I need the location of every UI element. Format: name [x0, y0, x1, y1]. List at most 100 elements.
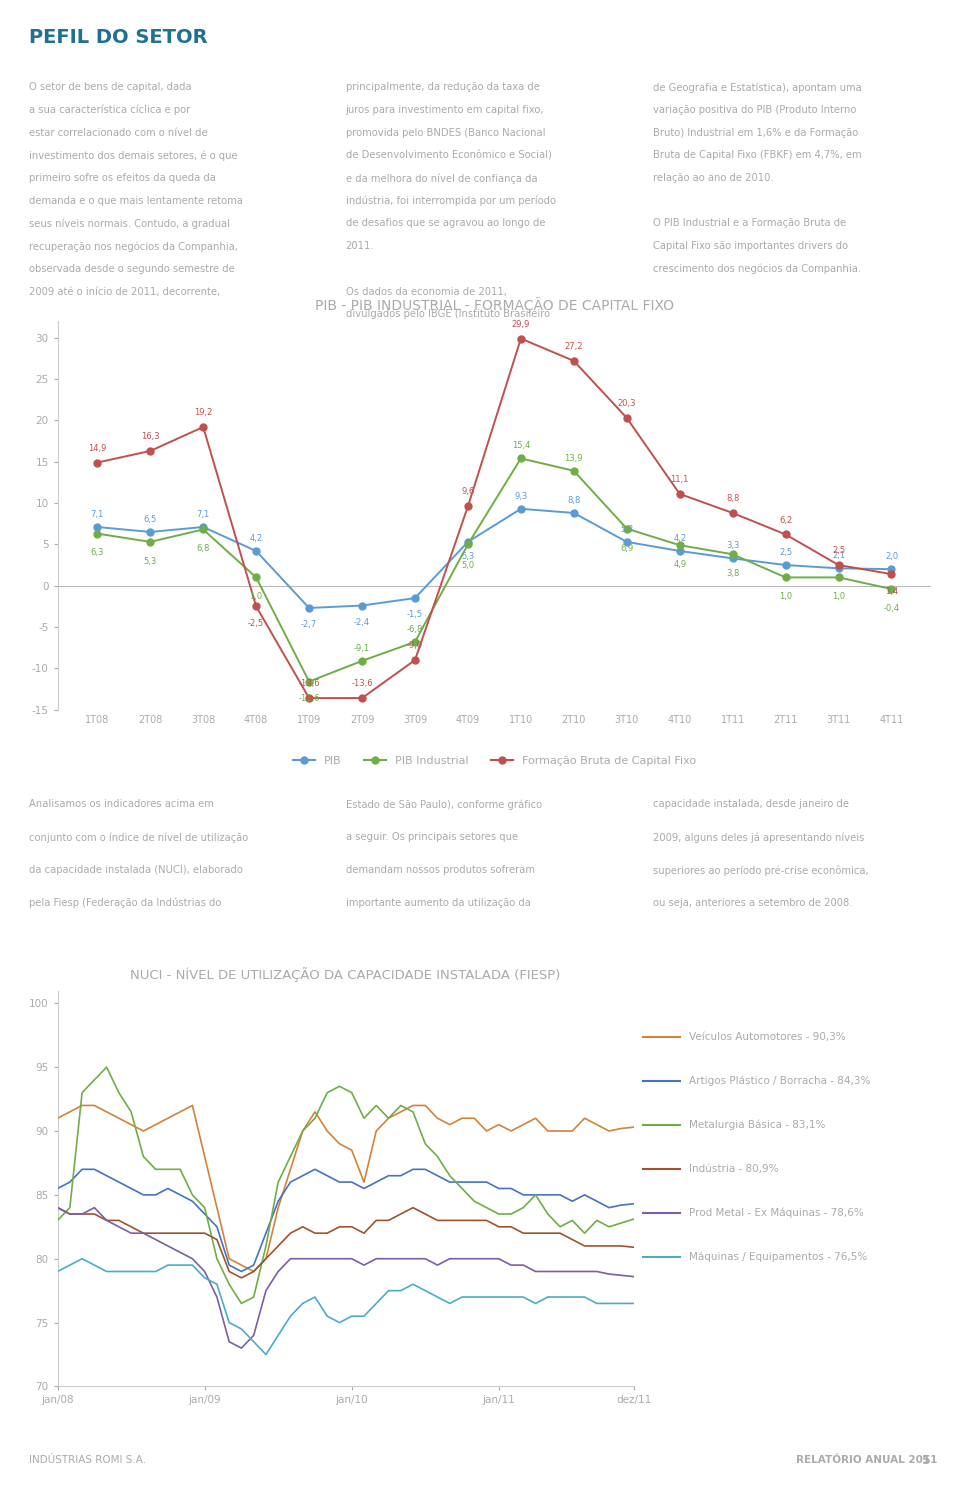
Text: a seguir. Os principais setores que: a seguir. Os principais setores que [346, 832, 517, 843]
Text: de Geografia e Estatística), apontam uma: de Geografia e Estatística), apontam uma [653, 82, 861, 93]
Text: -2,7: -2,7 [301, 620, 317, 629]
Text: 11,1: 11,1 [670, 475, 689, 484]
Text: principalmente, da redução da taxa de: principalmente, da redução da taxa de [346, 82, 540, 93]
Text: 8,8: 8,8 [726, 495, 739, 503]
Text: Indústria - 80,9%: Indústria - 80,9% [689, 1164, 779, 1174]
Text: Prod Metal - Ex Máquinas - 78,6%: Prod Metal - Ex Máquinas - 78,6% [689, 1207, 864, 1219]
Text: Artigos Plástico / Borracha - 84,3%: Artigos Plástico / Borracha - 84,3% [689, 1076, 871, 1086]
Text: de desafios que se agravou ao longo de: de desafios que se agravou ao longo de [346, 218, 545, 229]
Text: 6,5: 6,5 [144, 515, 156, 524]
Text: -9,1: -9,1 [354, 644, 371, 653]
Text: 1,0: 1,0 [250, 592, 263, 601]
Text: conjunto com o índice de nível de utilização: conjunto com o índice de nível de utiliz… [29, 832, 248, 843]
Text: relação ao ano de 2010.: relação ao ano de 2010. [653, 173, 774, 182]
Text: -2,5: -2,5 [248, 619, 264, 627]
Text: divulgados pelo IBGE (Instituto Brasileiro: divulgados pelo IBGE (Instituto Brasilei… [346, 309, 550, 320]
Text: observada desde o segundo semestre de: observada desde o segundo semestre de [29, 264, 234, 273]
Text: 14,9: 14,9 [88, 444, 107, 453]
Text: 2,0: 2,0 [885, 551, 898, 560]
Text: 2011.: 2011. [346, 241, 374, 251]
Text: -11,6: -11,6 [299, 693, 320, 704]
Text: recuperação nos negócios da Companhia,: recuperação nos negócios da Companhia, [29, 241, 238, 251]
Text: Os dados da economia de 2011,: Os dados da economia de 2011, [346, 287, 507, 296]
Text: Bruta de Capital Fixo (FBKF) em 4,7%, em: Bruta de Capital Fixo (FBKF) em 4,7%, em [653, 151, 861, 160]
Text: -9,0: -9,0 [407, 641, 423, 650]
Text: 1,0: 1,0 [779, 592, 792, 601]
Title: PIB - PIB INDUSTRIAL - FORMAÇÃO DE CAPITAL FIXO: PIB - PIB INDUSTRIAL - FORMAÇÃO DE CAPIT… [315, 297, 674, 314]
Text: 2009 até o início de 2011, decorrente,: 2009 até o início de 2011, decorrente, [29, 287, 220, 296]
Text: seus níveis normais. Contudo, a gradual: seus níveis normais. Contudo, a gradual [29, 218, 229, 229]
Text: 15,4: 15,4 [512, 441, 530, 450]
Text: 5: 5 [923, 1454, 931, 1467]
Text: 2,5: 2,5 [779, 548, 792, 557]
Text: estar correlacionado com o nível de: estar correlacionado com o nível de [29, 127, 207, 137]
Text: 7,1: 7,1 [197, 509, 210, 518]
Text: crescimento dos negócios da Companhia.: crescimento dos negócios da Companhia. [653, 264, 861, 275]
Text: 2009, alguns deles já apresentando níveis: 2009, alguns deles já apresentando nívei… [653, 832, 864, 843]
Text: demandam nossos produtos sofreram: demandam nossos produtos sofreram [346, 865, 535, 875]
Text: investimento dos demais setores, é o que: investimento dos demais setores, é o que [29, 151, 237, 161]
Text: INDÚSTRIAS ROMI S.A.: INDÚSTRIAS ROMI S.A. [29, 1455, 146, 1466]
Text: capacidade instalada, desde janeiro de: capacidade instalada, desde janeiro de [653, 799, 849, 810]
Text: indústria, foi interrompida por um período: indústria, foi interrompida por um perío… [346, 196, 556, 206]
Text: demanda e o que mais lentamente retoma: demanda e o que mais lentamente retoma [29, 196, 243, 206]
Text: juros para investimento em capital fixo,: juros para investimento em capital fixo, [346, 105, 544, 115]
Text: promovida pelo BNDES (Banco Nacional: promovida pelo BNDES (Banco Nacional [346, 127, 545, 137]
Text: ou seja, anteriores a setembro de 2008.: ou seja, anteriores a setembro de 2008. [653, 898, 852, 908]
Text: superiores ao período pré-crise econômica,: superiores ao período pré-crise econômic… [653, 865, 869, 875]
Text: 29,9: 29,9 [512, 320, 530, 329]
Text: 1,4: 1,4 [885, 587, 898, 596]
Text: da capacidade instalada (NUCI), elaborado: da capacidade instalada (NUCI), elaborad… [29, 865, 243, 875]
Text: primeiro sofre os efeitos da queda da: primeiro sofre os efeitos da queda da [29, 173, 216, 182]
Text: Máquinas / Equipamentos - 76,5%: Máquinas / Equipamentos - 76,5% [689, 1252, 868, 1262]
Text: 2,5: 2,5 [832, 547, 845, 556]
Text: Estado de São Paulo), conforme gráfico: Estado de São Paulo), conforme gráfico [346, 799, 541, 810]
Text: -0,4: -0,4 [883, 604, 900, 613]
Title: NUCI - NÍVEL DE UTILIZAÇÃO DA CAPACIDADE INSTALADA (FIESP): NUCI - NÍVEL DE UTILIZAÇÃO DA CAPACIDADE… [131, 968, 561, 983]
Text: 13,9: 13,9 [564, 454, 583, 463]
Legend: PIB, PIB Industrial, Formação Bruta de Capital Fixo: PIB, PIB Industrial, Formação Bruta de C… [288, 751, 701, 769]
Text: 3,3: 3,3 [726, 541, 739, 550]
Text: 19,2: 19,2 [194, 408, 212, 417]
Text: 4,9: 4,9 [673, 560, 686, 569]
Text: e da melhora do nível de confiança da: e da melhora do nível de confiança da [346, 173, 538, 184]
Text: -6,8: -6,8 [407, 624, 423, 633]
Text: 5,3: 5,3 [462, 551, 474, 560]
Text: 6,8: 6,8 [197, 544, 210, 553]
Text: 5,3: 5,3 [144, 557, 156, 566]
Text: 4,2: 4,2 [250, 533, 263, 542]
Text: 16,3: 16,3 [141, 432, 159, 441]
Text: Analisamos os indicadores acima em: Analisamos os indicadores acima em [29, 799, 214, 810]
Text: 6,3: 6,3 [90, 548, 104, 557]
Text: Bruto) Industrial em 1,6% e da Formação: Bruto) Industrial em 1,6% e da Formação [653, 127, 858, 137]
Text: de Desenvolvimento Econômico e Social): de Desenvolvimento Econômico e Social) [346, 151, 551, 160]
Text: Metalurgia Básica - 83,1%: Metalurgia Básica - 83,1% [689, 1120, 826, 1131]
Text: 27,2: 27,2 [564, 342, 583, 351]
Text: 5,3: 5,3 [620, 524, 634, 533]
Text: 2,1: 2,1 [832, 551, 845, 560]
Text: a sua característica cíclica e por: a sua característica cíclica e por [29, 105, 190, 115]
Text: 6,9: 6,9 [620, 544, 634, 553]
Text: 6,2: 6,2 [779, 515, 792, 524]
Text: O PIB Industrial e a Formação Bruta de: O PIB Industrial e a Formação Bruta de [653, 218, 846, 229]
Text: -2,4: -2,4 [354, 619, 371, 627]
Text: 9,6: 9,6 [462, 487, 474, 496]
Text: 5,0: 5,0 [462, 560, 474, 569]
Text: 9,3: 9,3 [515, 492, 527, 500]
Text: -1,5: -1,5 [407, 611, 423, 620]
Text: RELATÓRIO ANUAL 2011: RELATÓRIO ANUAL 2011 [796, 1455, 937, 1466]
Text: O setor de bens de capital, dada: O setor de bens de capital, dada [29, 82, 191, 93]
Text: 20,3: 20,3 [617, 399, 636, 408]
Text: 3,8: 3,8 [726, 569, 739, 578]
Text: 8,8: 8,8 [567, 496, 581, 505]
Text: PEFIL DO SETOR: PEFIL DO SETOR [29, 28, 207, 46]
Text: pela Fiesp (Federação da Indústrias do: pela Fiesp (Federação da Indústrias do [29, 898, 221, 908]
Text: variação positiva do PIB (Produto Interno: variação positiva do PIB (Produto Intern… [653, 105, 856, 115]
Text: -13,6: -13,6 [351, 680, 372, 689]
Text: 7,1: 7,1 [90, 509, 104, 518]
Text: 1,0: 1,0 [832, 592, 845, 601]
Text: Veículos Automotores - 90,3%: Veículos Automotores - 90,3% [689, 1032, 846, 1043]
Text: Capital Fixo são importantes drivers do: Capital Fixo são importantes drivers do [653, 241, 848, 251]
Text: 4,2: 4,2 [673, 533, 686, 542]
Text: -13,6: -13,6 [299, 680, 320, 689]
